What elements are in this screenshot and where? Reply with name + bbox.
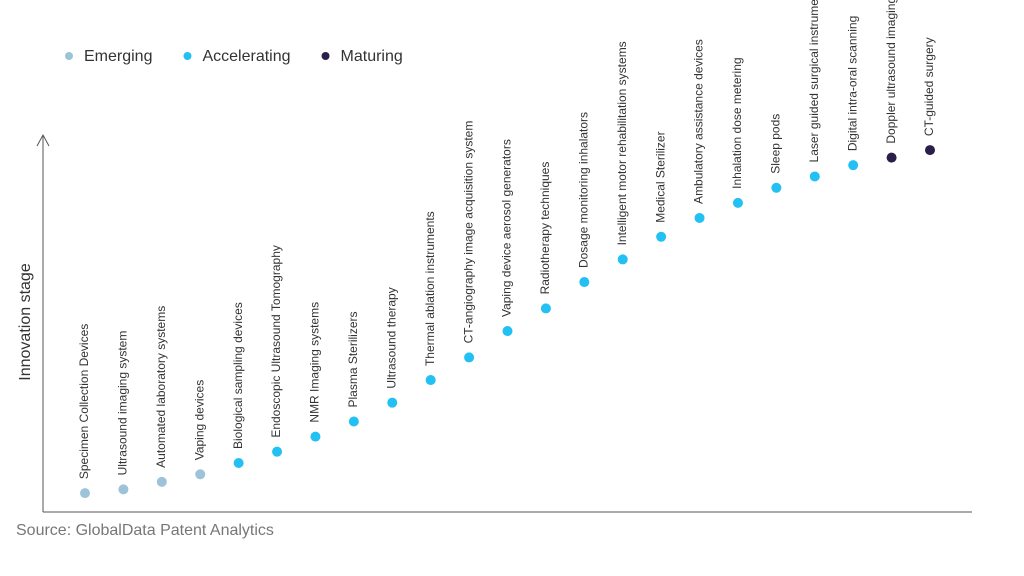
point-label: Sleep pods [769,114,783,174]
data-point [156,476,167,487]
point-label: Endoscopic Ultrasound Tomography [269,245,283,438]
data-point [195,469,206,480]
data-point [540,303,551,314]
point-label: Dosage monitoring inhalators [576,112,590,268]
point-label: CT-guided surgery [922,37,936,136]
point-label: Thermal ablation instruments [423,211,437,366]
point-label: Intelligent motor rehabilitation systems [615,41,629,245]
point-label: Radiotherapy techniques [538,162,552,295]
data-point [656,231,667,242]
source-note: Source: GlobalData Patent Analytics [16,522,274,539]
data-point [809,171,820,182]
data-point [579,277,590,288]
data-point [425,375,436,386]
data-point [732,197,743,208]
point-label: Ultrasound therapy [384,287,398,388]
point-label: Biological sampling devices [231,302,245,449]
y-axis-arrow [36,133,50,147]
point-label: Digital intra-oral scanning [845,16,859,151]
data-point [502,326,513,337]
legend-label: Maturing [341,48,403,65]
point-label: Specimen Collection Devices [77,324,91,479]
point-label: Plasma Sterilizers [346,311,360,407]
data-point [925,145,935,156]
point-label: Ultrasound imaging system [116,331,130,476]
point-label: Medical Sterilizer [653,131,667,222]
point-label: CT-angiography image acquisition system [461,121,475,344]
legend-marker [183,52,192,60]
point-label: Vaping device aerosol generators [500,139,514,317]
y-axis-title: Innovation stage [17,263,34,381]
data-point [694,212,705,223]
point-label: Vaping devices [192,380,206,461]
point-label: Inhalation dose metering [730,57,744,188]
data-point [233,457,244,468]
legend-label: Accelerating [202,48,290,65]
legend-marker [321,52,330,60]
point-label: NMR Imaging systems [308,302,322,423]
data-point [848,160,859,171]
data-point [80,488,90,499]
data-point [348,416,359,427]
data-point [387,397,398,408]
data-point [886,152,897,163]
data-point [272,446,283,457]
data-point [310,431,321,442]
point-label: Automated laboratory systems [154,306,168,468]
data-point [464,352,475,363]
data-point [617,254,628,265]
data-point [118,484,129,495]
data-point [771,182,782,193]
point-label: Ambulatory assistance devices [692,39,706,204]
point-label: Laser guided surgical instruments [807,0,821,162]
legend-label: Emerging [84,48,152,65]
point-label: Doppler ultrasound imaging [884,0,898,144]
legend-marker [65,52,73,60]
